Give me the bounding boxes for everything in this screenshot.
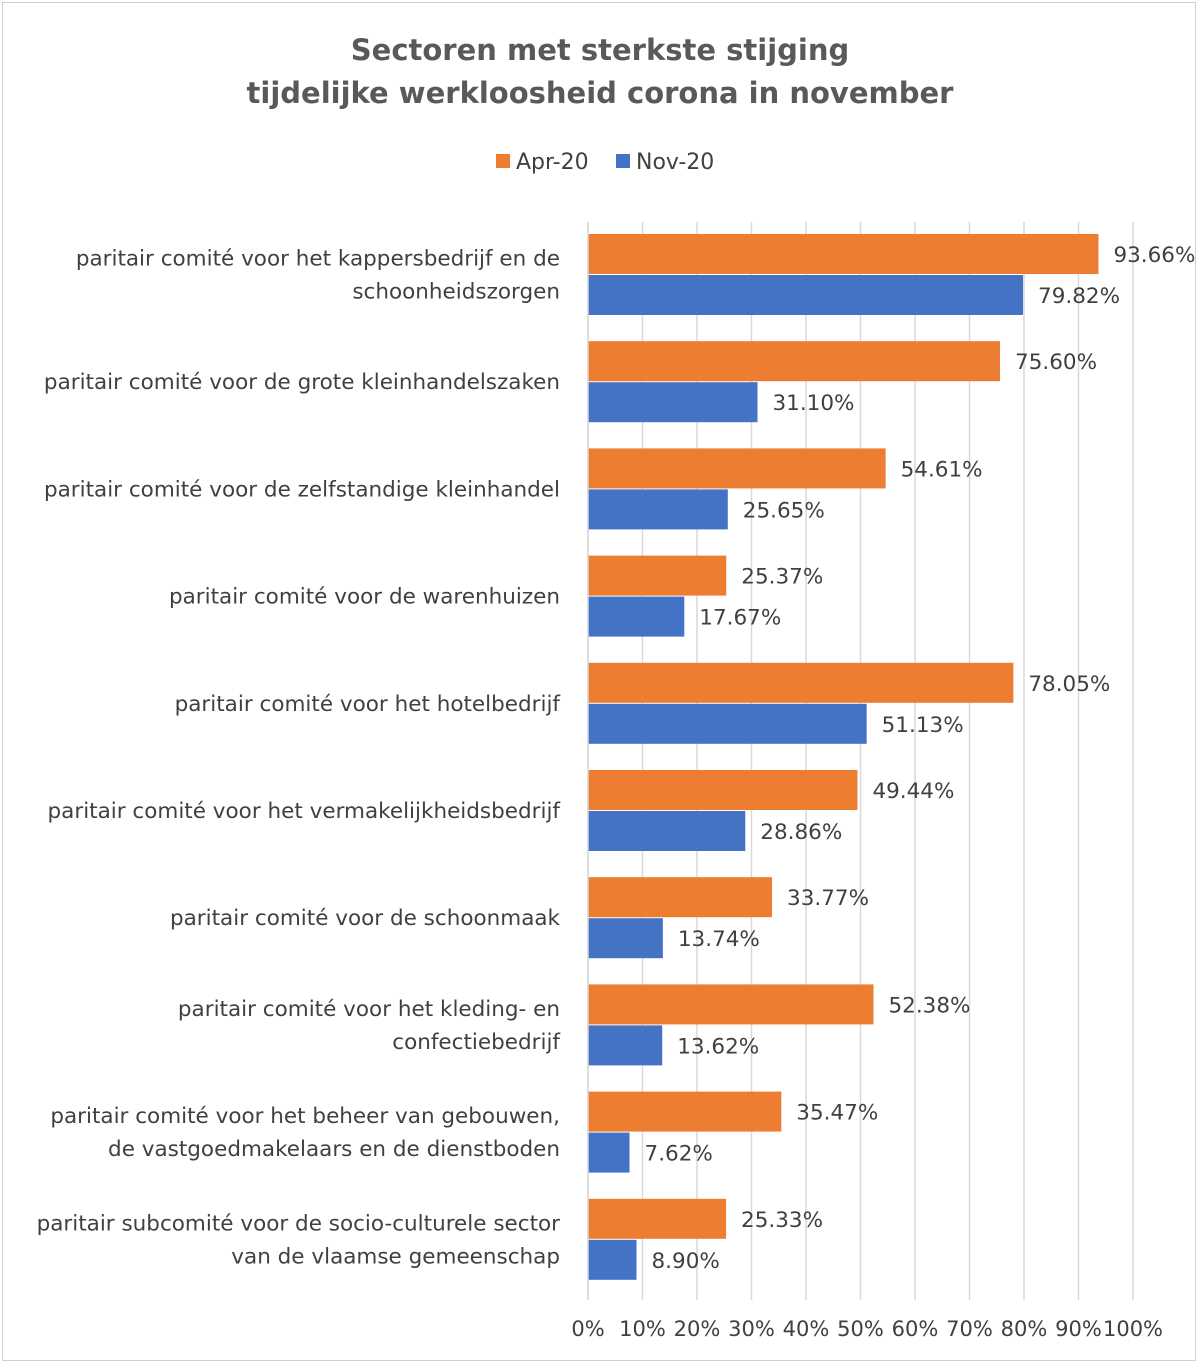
category-label: paritair comité voor de warenhuizen [169,585,560,610]
category-label: paritair comité voor de zelfstandige kle… [44,477,560,502]
data-label: 28.86% [760,820,842,845]
chart-title: tijdelijke werkloosheid corona in novemb… [247,76,955,110]
bar-apr-20 [588,984,874,1025]
category-label: confectiebedrijf [392,1030,560,1055]
legend-swatch-Apr-20 [496,154,510,168]
bar-nov-20 [588,382,758,423]
bar-apr-20 [588,555,727,596]
data-label: 25.37% [741,565,823,590]
category-label: paritair comité voor het hotelbedrijf [175,692,561,717]
category-label: paritair comité voor het kappersbedrijf … [76,247,560,272]
bar-apr-20 [588,341,1001,382]
data-label: 52.38% [888,993,970,1018]
x-tick-label: 30% [728,1317,775,1341]
data-label: 13.74% [678,927,760,952]
bar-apr-20 [588,877,773,918]
legend-label: Nov-20 [636,150,714,175]
data-label: 54.61% [901,457,983,482]
data-label: 78.05% [1028,672,1110,697]
x-tick-label: 0% [571,1317,604,1341]
x-tick-label: 70% [946,1317,993,1341]
category-label: paritair comité voor de schoonmaak [170,906,561,931]
bar-apr-20 [588,448,886,489]
bar-apr-20 [588,662,1014,703]
category-label: paritair comité voor het vermakelijkheid… [48,799,561,824]
data-label: 33.77% [787,886,869,911]
category-label: paritair subcomité voor de socio-culture… [37,1211,561,1236]
data-label: 93.66% [1113,243,1195,268]
category-label: de vastgoedmakelaars en de dienstboden [108,1137,560,1162]
bar-nov-20 [588,1132,630,1173]
data-label: 13.62% [677,1034,759,1059]
bar-nov-20 [588,1239,637,1280]
legend-swatch-Nov-20 [616,154,630,168]
x-tick-label: 40% [783,1317,830,1341]
data-label: 51.13% [882,713,964,738]
data-label: 49.44% [872,779,954,804]
data-label: 31.10% [772,391,854,416]
x-tick-label: 10% [619,1317,666,1341]
category-label: van de vlaamse gemeenschap [231,1244,560,1269]
bar-nov-20 [588,703,867,744]
data-label: 25.33% [741,1208,823,1233]
data-label: 25.65% [743,498,825,523]
data-label: 79.82% [1038,284,1120,309]
x-tick-label: 50% [837,1317,884,1341]
bar-nov-20 [588,489,728,530]
bar-apr-20 [588,234,1099,274]
data-label: 7.62% [645,1142,713,1167]
chart-title: Sectoren met sterkste stijging [351,33,849,67]
bar-apr-20 [588,1198,727,1239]
category-label: paritair comité voor het kleding- en [178,997,560,1022]
x-tick-label: 100% [1103,1317,1163,1341]
data-label: 8.90% [652,1249,720,1274]
bar-nov-20 [588,596,685,637]
legend-label: Apr-20 [516,150,589,175]
x-tick-label: 60% [892,1317,939,1341]
bar-nov-20 [588,918,663,959]
bar-nov-20 [588,275,1024,315]
data-label: 17.67% [699,606,781,631]
data-label: 35.47% [796,1101,878,1126]
bar-apr-20 [588,770,858,810]
x-tick-label: 20% [674,1317,721,1341]
x-tick-label: 90% [1055,1317,1102,1341]
x-tick-label: 80% [1001,1317,1048,1341]
bar-apr-20 [588,1091,782,1132]
category-label: paritair comité voor de grote kleinhande… [44,370,560,395]
data-label: 75.60% [1015,350,1097,375]
bar-nov-20 [588,1025,663,1066]
category-label: paritair comité voor het beheer van gebo… [50,1104,560,1129]
bar-nov-20 [588,811,746,851]
category-label: schoonheidszorgen [352,280,560,305]
